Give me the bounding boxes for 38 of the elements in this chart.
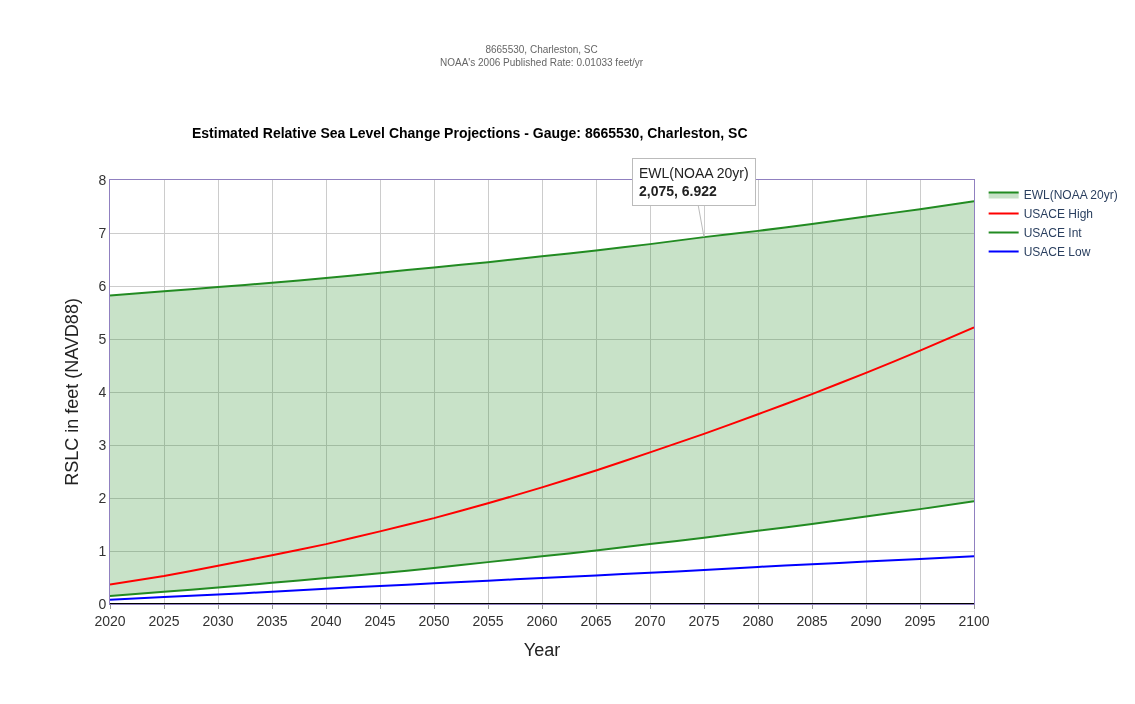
chart-subtitle: 8665530, Charleston, SC NOAA's 2006 Published Rate: 0.01033 feet/yr [440,44,644,68]
chart-title: Estimated Relative Sea Level Change Projections - Gauge: 8665530, Charleston, SC [192,124,748,141]
x-tick-label: 2090 [850,612,882,629]
y-tick-label: 8 [98,171,107,188]
legend-label: USACE High [1023,207,1094,222]
x-axis-title: Year [523,639,561,660]
y-tick-label: 7 [98,224,107,241]
line-series [110,555,974,601]
x-tick-label: 2070 [634,612,666,629]
y-tick-label: 2 [98,489,107,506]
x-tick-label: 2030 [202,612,234,629]
legend-label: EWL(NOAA 20yr) [1023,188,1118,203]
y-tick-label: 1 [98,542,107,559]
x-tick-label: 2020 [94,612,126,629]
x-tick-label: 2045 [364,612,396,629]
line-series [110,500,974,598]
y-tick-label: 4 [98,383,107,400]
y-axis-title: RSLC in feet (NAVD88) [61,298,82,486]
x-tick-label: 2075 [688,612,720,629]
y-tick-label: 6 [98,277,107,294]
legend-label: USACE Low [1023,245,1091,260]
x-tick-label: 2080 [742,612,774,629]
x-tick-label: 2100 [958,612,990,629]
x-tick-label: 2035 [256,612,288,629]
x-tick-label: 2050 [418,612,450,629]
x-tick-label: 2095 [904,612,936,629]
y-tick-label: 3 [98,436,107,453]
y-tick-label: 5 [98,330,107,347]
legend-label: USACE Int [1023,226,1083,241]
x-tick-label: 2060 [526,612,558,629]
annotation: EWL(NOAA 20yr) 2,075, 6.922 [639,165,749,200]
x-tick-label: 2065 [580,612,612,629]
x-tick-label: 2055 [472,612,504,629]
y-tick-label: 0 [98,595,107,612]
x-tick-label: 2085 [796,612,828,629]
x-tick-label: 2025 [148,612,180,629]
x-tick-label: 2040 [310,612,342,629]
line-series [110,326,974,586]
